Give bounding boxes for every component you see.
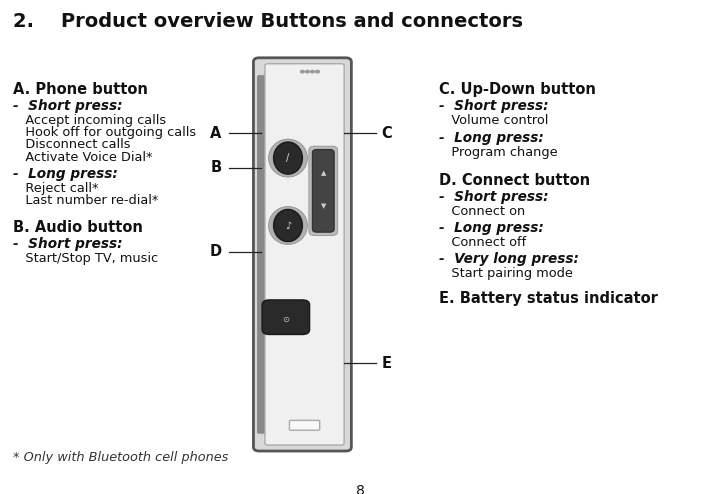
Text: B: B [211,161,222,175]
Text: -  Long press:: - Long press: [13,167,118,181]
Ellipse shape [274,209,302,242]
Text: Start/Stop TV, music: Start/Stop TV, music [13,252,158,265]
FancyBboxPatch shape [262,300,310,334]
Text: C. Up-Down button: C. Up-Down button [439,82,596,96]
Circle shape [311,71,315,73]
Circle shape [315,71,320,73]
Text: -  Short press:: - Short press: [13,237,122,251]
Text: Connect off: Connect off [439,236,526,249]
Text: D. Connect button: D. Connect button [439,173,590,188]
FancyBboxPatch shape [265,64,344,445]
Text: -  Short press:: - Short press: [439,99,549,113]
Text: C: C [382,126,392,141]
Text: ▼: ▼ [320,203,326,208]
Text: 2.    Product overview Buttons and connectors: 2. Product overview Buttons and connecto… [13,12,523,31]
Text: -  Short press:: - Short press: [439,190,549,204]
Text: ▲: ▲ [320,170,326,176]
FancyBboxPatch shape [289,420,320,430]
Text: E. Battery status indicator: E. Battery status indicator [439,291,658,306]
Text: Connect on: Connect on [439,205,526,218]
FancyBboxPatch shape [312,150,334,232]
Text: ⊙: ⊙ [282,315,289,325]
Ellipse shape [274,142,302,174]
Text: -  Short press:: - Short press: [13,99,122,113]
Text: A: A [210,126,222,141]
Text: /: / [287,153,289,163]
Text: 8: 8 [356,484,364,494]
FancyBboxPatch shape [253,58,351,451]
Text: D: D [210,245,222,259]
Text: Program change: Program change [439,146,558,159]
Text: Accept incoming calls: Accept incoming calls [13,114,166,126]
Text: Disconnect calls: Disconnect calls [13,138,130,151]
Text: * Only with Bluetooth cell phones: * Only with Bluetooth cell phones [13,451,228,463]
Text: Last number re-dial*: Last number re-dial* [13,194,158,207]
Text: -  Long press:: - Long press: [439,131,544,145]
FancyBboxPatch shape [257,75,271,434]
FancyBboxPatch shape [309,146,338,236]
Text: ♪: ♪ [285,220,291,231]
Text: Reject call*: Reject call* [13,182,99,195]
Circle shape [305,71,310,73]
Text: -  Long press:: - Long press: [439,221,544,235]
Text: A. Phone button: A. Phone button [13,82,148,96]
Circle shape [300,71,304,73]
Text: Hook off for outgoing calls: Hook off for outgoing calls [13,126,196,139]
Text: B. Audio button: B. Audio button [13,220,143,235]
Ellipse shape [269,139,307,177]
Text: Start pairing mode: Start pairing mode [439,267,573,280]
Ellipse shape [268,306,305,333]
Text: Volume control: Volume control [439,114,549,126]
Text: E: E [382,356,392,370]
Text: Activate Voice Dial*: Activate Voice Dial* [13,151,153,164]
Ellipse shape [269,206,307,245]
Text: -  Very long press:: - Very long press: [439,252,579,266]
